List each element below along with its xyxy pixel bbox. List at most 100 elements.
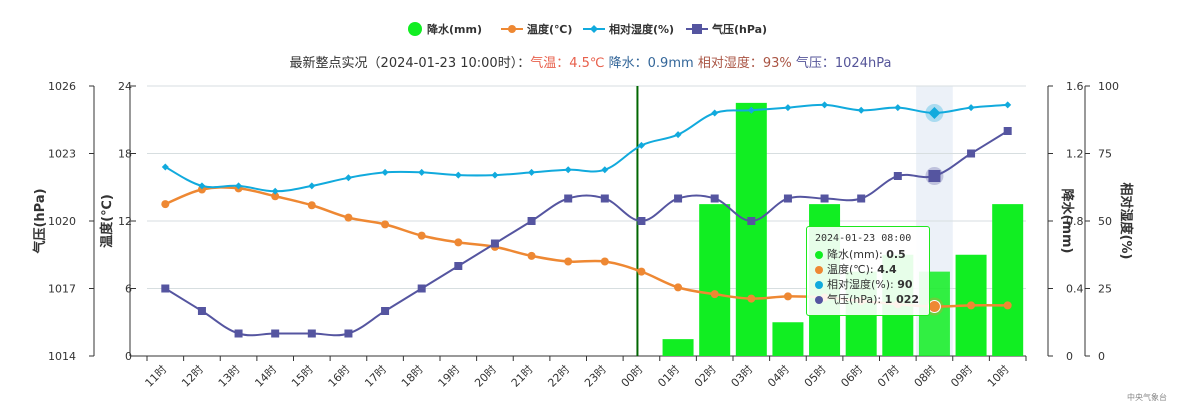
x-axis-tick-label: 04时: [765, 363, 792, 390]
humidity-point: [894, 104, 902, 112]
humidity-point: [1004, 101, 1012, 109]
temp-point: [1003, 301, 1012, 310]
humidity-line: [164, 103, 1008, 193]
humidity-axis-tick-label: 75: [1098, 148, 1112, 161]
pressure-point: [307, 329, 316, 338]
x-axis-tick-label: 08时: [912, 363, 939, 390]
legend-label: 相对湿度(%): [609, 22, 674, 36]
tooltip-pressure-row: 气压(hPa): 1 022: [815, 292, 921, 307]
pressure-point: [710, 194, 719, 203]
summary-prefix: 最新整点实况（2024-01-23 10:00时）：: [289, 56, 531, 71]
humidity-axis-tick-label: 50: [1098, 215, 1112, 228]
pressure-point: [564, 194, 573, 203]
temp-axis-tick-label: 24: [118, 80, 132, 93]
humidity-point: [198, 182, 206, 190]
summary-rain: 降水：0.9mm: [608, 56, 694, 71]
pressure-point: [967, 149, 976, 158]
temp-point: [381, 220, 390, 229]
temp-point: [564, 257, 573, 266]
temp-point: [527, 251, 536, 260]
legend-circle-icon: [508, 25, 516, 33]
humidity-point: [821, 101, 829, 109]
pressure-point: [857, 194, 866, 203]
x-axis-tick-label: 18时: [399, 363, 426, 390]
x-axis-tick-label: 09时: [948, 363, 975, 390]
pressure-point: [161, 284, 170, 293]
legend: 降水(mm) 温度(℃) 相对湿度(%) 气压(hPa): [408, 22, 767, 36]
rain-axis-tick-label: 0.4: [1066, 283, 1084, 296]
rain-bar: [699, 204, 731, 356]
x-axis-tick-label: 11时: [143, 363, 170, 390]
humidity-point: [235, 182, 243, 190]
humidity-axis-tick-label: 0: [1098, 350, 1105, 363]
summary-pressure: 气压：1024hPa: [795, 56, 892, 71]
rain-axis-tick-label: 1.2: [1066, 148, 1084, 161]
temp-point: [674, 283, 683, 292]
temp-point: [783, 292, 792, 301]
pressure-point: [234, 329, 243, 338]
temp-point: [747, 294, 756, 303]
humidity-point: [454, 171, 462, 179]
legend-label: 降水(mm): [427, 22, 482, 36]
humidity-axis-tick-label: 100: [1098, 80, 1119, 93]
humidity-point: [967, 104, 975, 112]
temp-dot-icon: [815, 266, 823, 274]
humidity-point: [308, 182, 316, 190]
humidity-point: [271, 187, 279, 195]
temp-axis-tick-label: 12: [118, 215, 132, 228]
pressure-point: [637, 217, 646, 225]
pressure-point: [820, 194, 829, 203]
humidity-point: [381, 168, 389, 176]
temp-axis-tick-label: 6: [125, 283, 132, 296]
rain-bar: [772, 322, 804, 356]
legend-square-icon: [692, 24, 702, 34]
pressure-point: [381, 307, 390, 315]
pressure-point: [197, 307, 206, 315]
x-axis-tick-label: 15时: [289, 363, 316, 390]
humidity-dot-icon: [815, 281, 823, 289]
legend-rain-icon: [408, 22, 422, 36]
pressure-axis-tick-label: 1020: [48, 215, 76, 228]
pressure-point: [417, 284, 426, 293]
temp-point: [600, 257, 609, 266]
x-axis-tick-label: 14时: [252, 363, 279, 390]
temp-point: [454, 238, 463, 247]
temp-point: [417, 231, 426, 240]
pressure-axis-title: 气压(hPa): [32, 188, 48, 253]
humidity-point: [418, 168, 426, 176]
rain-axis-tick-label: 1.6: [1066, 80, 1084, 93]
x-axis-tick-label: 07时: [875, 363, 902, 390]
grid-lines: [147, 85, 1026, 357]
humidity-axis-title: 相对湿度(%): [1118, 183, 1134, 260]
rain-axis-tick-label: 0: [1066, 350, 1073, 363]
x-axis-tick-label: 00时: [619, 363, 646, 390]
x-axis-tick-label: 06时: [838, 363, 865, 390]
latest-observation-summary: 最新整点实况（2024-01-23 10:00时）：气温：4.5℃ 降水：0.9…: [0, 52, 1181, 71]
temp-point: [710, 290, 719, 299]
pressure-point: [928, 170, 941, 182]
temp-point: [271, 192, 280, 201]
pressure-point: [271, 329, 280, 338]
tooltip-temp-row: 温度(℃): 4.4: [815, 262, 921, 277]
humidity-point: [747, 106, 755, 114]
pressure-point: [674, 194, 683, 203]
pressure-axis-tick-label: 1026: [48, 80, 76, 93]
x-axis-tick-label: 16时: [326, 363, 353, 390]
humidity-point: [637, 141, 645, 149]
legend-diamond-icon: [590, 25, 598, 33]
temp-point: [161, 200, 170, 209]
x-axis-tick-label: 12时: [179, 363, 206, 390]
temp-axis-title: 温度(℃): [99, 194, 115, 248]
x-axis-tick-label: 05时: [802, 363, 829, 390]
pressure-point: [527, 217, 536, 225]
pressure-point: [783, 194, 792, 203]
x-axis-tick-label: 17时: [362, 363, 389, 390]
pressure-dot-icon: [815, 296, 823, 304]
pressure-axis-tick-label: 1023: [48, 148, 76, 161]
temp-axis-tick-label: 0: [125, 350, 132, 363]
humidity-point: [784, 104, 792, 112]
x-axis-tick-label: 01时: [655, 363, 682, 390]
legend-label: 温度(℃): [527, 22, 572, 36]
rain-bar: [992, 204, 1024, 356]
humidity-point: [564, 166, 572, 174]
